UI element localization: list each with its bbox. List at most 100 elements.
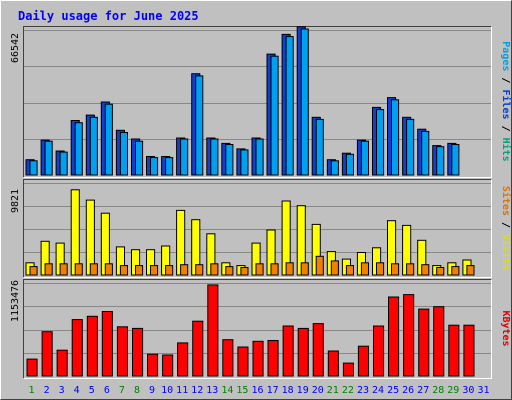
bar-hits-files — [74, 122, 83, 176]
bar-visits-sites — [29, 266, 38, 276]
bar-hits-files — [195, 75, 204, 176]
day-label: 6 — [104, 385, 110, 396]
bar-kbytes-kbytes — [41, 331, 53, 377]
bar-visits-sites — [360, 262, 369, 276]
bar-hits-files — [29, 160, 38, 176]
bar-hits-files — [180, 138, 189, 176]
day-label: 27 — [417, 385, 429, 396]
bar-hits-files — [165, 157, 174, 176]
bar-visits-sites — [195, 264, 204, 276]
day-label: 18 — [282, 385, 294, 396]
panel-frame-highlight — [23, 279, 492, 379]
panel-frame-shadow — [23, 279, 492, 379]
bar-hits-files — [150, 157, 159, 176]
bar-visits-sites — [165, 265, 174, 276]
legend-part: Files — [500, 89, 512, 119]
bar-visits-sites — [104, 263, 113, 276]
legend-part: KBytes — [500, 310, 511, 346]
bar-hits-files — [225, 144, 234, 176]
legend-part: / — [500, 71, 511, 89]
bar-hits-files — [285, 36, 294, 176]
bar-kbytes-kbytes — [132, 327, 144, 377]
day-label: 16 — [251, 385, 263, 396]
bar-kbytes-kbytes — [56, 349, 68, 377]
bar-hits-files — [330, 160, 339, 176]
bar-kbytes-kbytes — [342, 362, 354, 377]
bar-hits-files — [255, 138, 264, 176]
day-label: 2 — [44, 385, 50, 396]
bar-hits-files — [300, 28, 309, 176]
bar-kbytes-kbytes — [327, 350, 339, 377]
legend-label: Pages / Files / Hits — [500, 41, 512, 161]
bar-visits-sites — [406, 263, 415, 276]
bar-hits-files — [451, 144, 460, 176]
bar-hits-files — [421, 130, 430, 176]
legend-part: Visits — [500, 234, 512, 270]
bar-kbytes-kbytes — [26, 358, 38, 377]
bar-kbytes-kbytes — [71, 319, 83, 377]
bar-hits-files — [89, 116, 98, 176]
day-label: 10 — [161, 385, 173, 396]
bar-visits-sites — [451, 266, 460, 276]
day-label: 29 — [447, 385, 459, 396]
bar-kbytes-kbytes — [101, 311, 113, 377]
legend-part: Hits — [500, 138, 512, 162]
day-label: 14 — [221, 385, 233, 396]
bar-kbytes-kbytes — [207, 284, 219, 377]
bar-hits-files — [59, 151, 68, 176]
bar-kbytes-kbytes — [463, 324, 475, 377]
day-label: 22 — [342, 385, 354, 396]
day-label: 20 — [312, 385, 324, 396]
bar-visits-sites — [376, 262, 385, 276]
day-label: 31 — [477, 385, 489, 396]
bar-visits-sites — [436, 267, 445, 276]
bar-kbytes-kbytes — [192, 320, 204, 377]
bar-kbytes-kbytes — [357, 345, 369, 377]
day-label: 21 — [327, 385, 339, 396]
legend-label: Sites / Visits — [500, 186, 512, 270]
bar-kbytes-kbytes — [388, 296, 400, 377]
bar-visits-sites — [300, 262, 309, 276]
bar-visits-sites — [180, 264, 189, 276]
bar-visits-sites — [466, 265, 475, 276]
bar-visits-sites — [44, 263, 53, 276]
day-label: 15 — [236, 385, 248, 396]
day-label: 25 — [387, 385, 399, 396]
panel-frame-shadow — [23, 179, 492, 278]
max-value-label: 1153476 — [10, 280, 21, 322]
bar-kbytes-kbytes — [433, 306, 445, 377]
day-label: 26 — [402, 385, 414, 396]
bar-visits-sites — [315, 255, 324, 276]
panel-kbytes: 1153476 KBytes — [10, 279, 511, 379]
day-label: 24 — [372, 385, 384, 396]
panel-hits: 66542 Pages / Files / Hits — [10, 26, 512, 178]
bar-kbytes-kbytes — [373, 325, 385, 377]
bar-visits-sites — [150, 265, 159, 276]
panel-frame-highlight — [23, 179, 492, 278]
bar-hits-files — [270, 55, 279, 176]
bar-visits-sites — [255, 263, 264, 276]
bar-hits-files — [376, 109, 385, 176]
bar-hits-files — [391, 99, 400, 176]
bar-visits-sites — [59, 263, 68, 276]
legend-part: Pages — [500, 41, 511, 71]
bar-visits-sites — [391, 263, 400, 276]
panel-visits: 9821 Sites / Visits — [10, 179, 512, 278]
bar-visits-sites — [74, 263, 83, 276]
day-label: 3 — [59, 385, 65, 396]
bar-visits-sites — [119, 265, 129, 276]
bar-hits-files — [104, 103, 113, 176]
day-label: 28 — [432, 385, 444, 396]
bar-visits-sites — [135, 265, 144, 276]
bar-kbytes-kbytes — [403, 294, 415, 377]
bar-visits-sites — [89, 263, 98, 276]
bar-kbytes-kbytes — [147, 353, 159, 377]
bar-hits-files — [436, 146, 445, 176]
bar-visits-sites — [285, 262, 294, 276]
bar-hits-files — [315, 118, 324, 176]
bar-kbytes-kbytes — [418, 308, 430, 377]
panel-frame-highlight — [23, 26, 492, 178]
bar-visits-sites — [330, 260, 339, 276]
bar-hits-files — [406, 118, 415, 176]
